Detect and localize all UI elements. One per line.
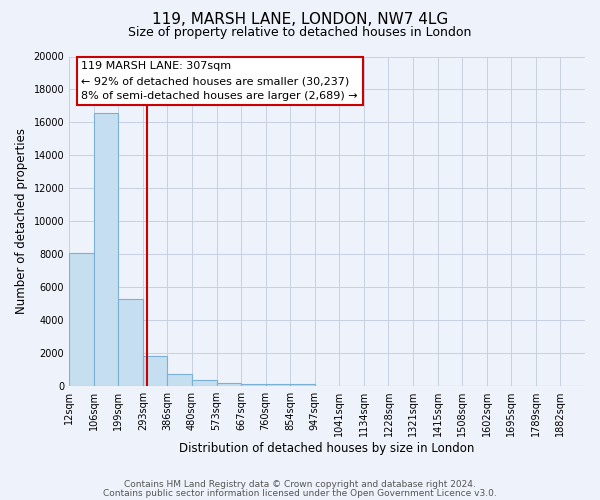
Bar	[167, 374, 192, 386]
Text: Size of property relative to detached houses in London: Size of property relative to detached ho…	[128, 26, 472, 39]
Text: 119 MARSH LANE: 307sqm
← 92% of detached houses are smaller (30,237)
8% of semi-: 119 MARSH LANE: 307sqm ← 92% of detached…	[82, 62, 358, 101]
Bar	[266, 384, 290, 386]
X-axis label: Distribution of detached houses by size in London: Distribution of detached houses by size …	[179, 442, 475, 455]
Bar	[143, 356, 167, 386]
Bar	[118, 298, 143, 386]
Bar	[69, 252, 94, 386]
Text: Contains public sector information licensed under the Open Government Licence v3: Contains public sector information licen…	[103, 488, 497, 498]
Bar	[217, 383, 241, 386]
Bar	[290, 384, 315, 386]
Bar	[94, 112, 118, 386]
Bar	[192, 380, 217, 386]
Text: Contains HM Land Registry data © Crown copyright and database right 2024.: Contains HM Land Registry data © Crown c…	[124, 480, 476, 489]
Y-axis label: Number of detached properties: Number of detached properties	[15, 128, 28, 314]
Bar	[241, 384, 266, 386]
Text: 119, MARSH LANE, LONDON, NW7 4LG: 119, MARSH LANE, LONDON, NW7 4LG	[152, 12, 448, 28]
